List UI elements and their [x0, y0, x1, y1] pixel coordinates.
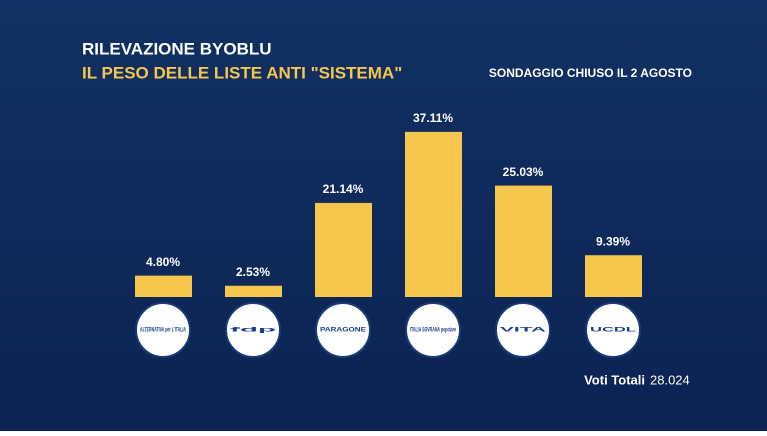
chart-subtitle: IL PESO DELLE LISTE ANTI "SISTEMA" [82, 63, 402, 82]
annotation: SONDAGGIO CHIUSO IL 2 AGOSTO [489, 66, 692, 80]
value-label: 21.14% [323, 182, 364, 196]
chart-title: RILEVAZIONE BYOBLU [82, 39, 272, 58]
bar [135, 275, 192, 297]
party-logo [135, 302, 191, 358]
bar [405, 131, 462, 297]
value-label: 9.39% [596, 234, 630, 248]
x-tick-label: UCDL [590, 328, 637, 334]
footer-label: Voti Totali [584, 372, 645, 387]
party-logo [315, 302, 371, 358]
x-tick-label: PARAGONE [320, 328, 366, 334]
party-logo [585, 302, 641, 358]
bar [225, 285, 282, 297]
bar [315, 202, 372, 297]
value-label: 2.53% [236, 265, 270, 279]
value-label: 25.03% [503, 165, 544, 179]
x-tick-label: VITA [500, 328, 548, 334]
x-tick-label: ITALIA SOVRANA popolare [410, 328, 456, 334]
party-logo [405, 302, 461, 358]
value-label: 4.80% [146, 255, 180, 269]
x-tick-label: fdp [230, 328, 278, 334]
footer-value: 28.024 [650, 372, 690, 387]
bar [495, 185, 552, 297]
bar [585, 255, 642, 297]
value-label: 37.11% [413, 111, 453, 125]
party-logo [225, 302, 281, 358]
party-logo [495, 302, 551, 358]
x-tick-label: ALTERNATIVA per L'ITALIA [140, 328, 186, 334]
